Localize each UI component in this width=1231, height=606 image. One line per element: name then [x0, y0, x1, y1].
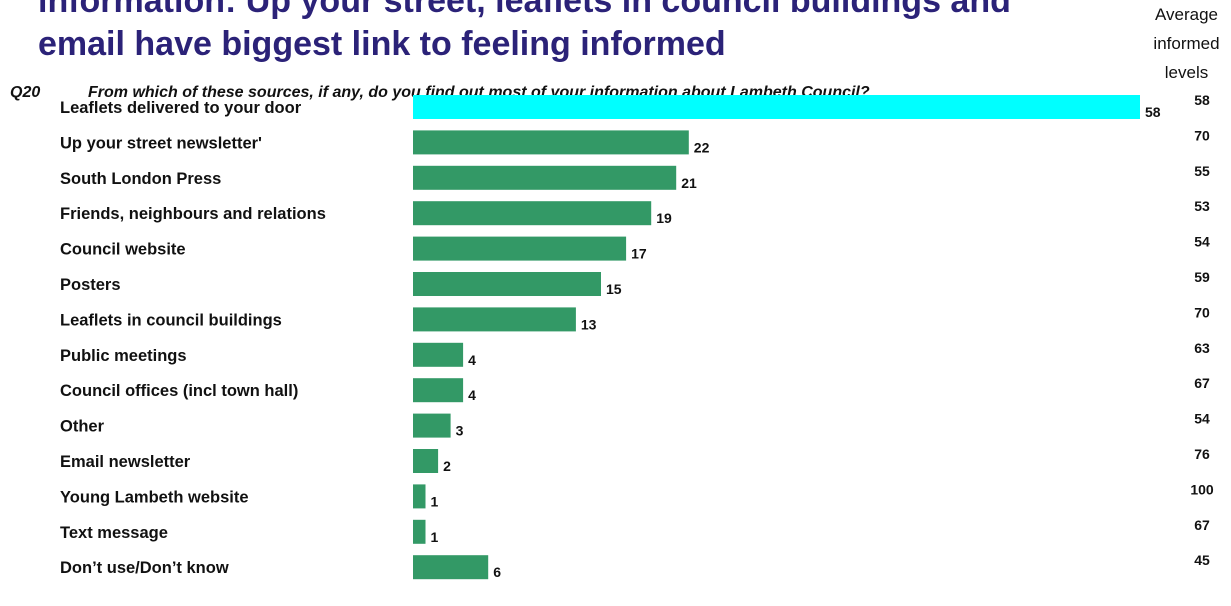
bar	[413, 236, 627, 261]
bar	[413, 449, 439, 473]
category-label: South London Press	[60, 170, 221, 188]
value-label: 1	[431, 529, 439, 545]
category-label: Text message	[60, 524, 168, 542]
average-informed-value: 76	[1194, 446, 1210, 462]
value-label: 13	[581, 316, 597, 332]
bar	[413, 484, 426, 509]
value-label: 22	[694, 139, 710, 155]
average-header-line-2: informed	[1153, 34, 1220, 53]
bar	[413, 519, 426, 544]
average-informed-value: 59	[1194, 269, 1210, 285]
chart-title-line-2: email have biggest link to feeling infor…	[38, 25, 726, 63]
category-label: Leaflets in council buildings	[60, 311, 282, 329]
chart-title-line-1: information: Up your street, leaflets in…	[38, 0, 1011, 20]
bar	[413, 342, 464, 367]
value-label: 3	[456, 423, 464, 439]
bar	[413, 272, 601, 296]
average-informed-value: 58	[1194, 92, 1210, 108]
category-label: Up your street newsletter'	[60, 134, 262, 152]
bar	[413, 95, 1140, 119]
category-label: Email newsletter	[60, 453, 191, 471]
chart-title: information: Up your street, leaflets in…	[38, 0, 1148, 66]
average-informed-value: 54	[1194, 411, 1210, 427]
bar	[413, 555, 489, 580]
average-informed-value: 70	[1194, 127, 1210, 143]
average-informed-value: 63	[1194, 340, 1210, 356]
question-number: Q20	[10, 84, 41, 101]
bar	[413, 201, 652, 226]
bar	[413, 307, 576, 332]
value-label: 2	[443, 458, 451, 474]
average-header-line-1: Average	[1154, 5, 1218, 24]
category-label: Posters	[60, 276, 121, 294]
average-informed-value: 53	[1194, 198, 1210, 214]
category-label: Other	[60, 418, 105, 436]
value-label: 15	[606, 281, 622, 297]
category-label: Friends, neighbours and relations	[60, 205, 326, 223]
average-header-line-3: levels	[1164, 63, 1209, 82]
average-informed-value: 67	[1194, 517, 1210, 533]
category-label: Don’t use/Don’t know	[60, 559, 229, 577]
category-label: Public meetings	[60, 347, 187, 365]
value-label: 4	[468, 352, 476, 368]
category-label: Council website	[60, 241, 186, 259]
value-label: 19	[656, 210, 672, 226]
average-informed-value: 70	[1194, 304, 1210, 320]
value-label: 4	[468, 387, 476, 403]
average-informed-value: 67	[1194, 375, 1210, 391]
bar	[413, 130, 689, 155]
category-label: Young Lambeth website	[60, 488, 249, 506]
bar	[413, 378, 464, 403]
average-informed-value: 55	[1194, 163, 1210, 179]
average-informed-value: 54	[1194, 234, 1210, 250]
bar	[413, 165, 677, 190]
bar	[413, 413, 451, 438]
average-informed-header: Average informed levels	[1142, 0, 1231, 87]
category-label: Leaflets delivered to your door	[60, 99, 302, 117]
value-label: 1	[431, 493, 439, 509]
value-label: 6	[493, 564, 501, 580]
average-informed-value: 45	[1194, 552, 1210, 568]
category-label: Council offices (incl town hall)	[60, 382, 298, 400]
value-label: 17	[631, 246, 647, 262]
average-informed-value: 100	[1190, 481, 1214, 497]
value-label: 58	[1145, 104, 1161, 120]
value-label: 21	[681, 175, 697, 191]
